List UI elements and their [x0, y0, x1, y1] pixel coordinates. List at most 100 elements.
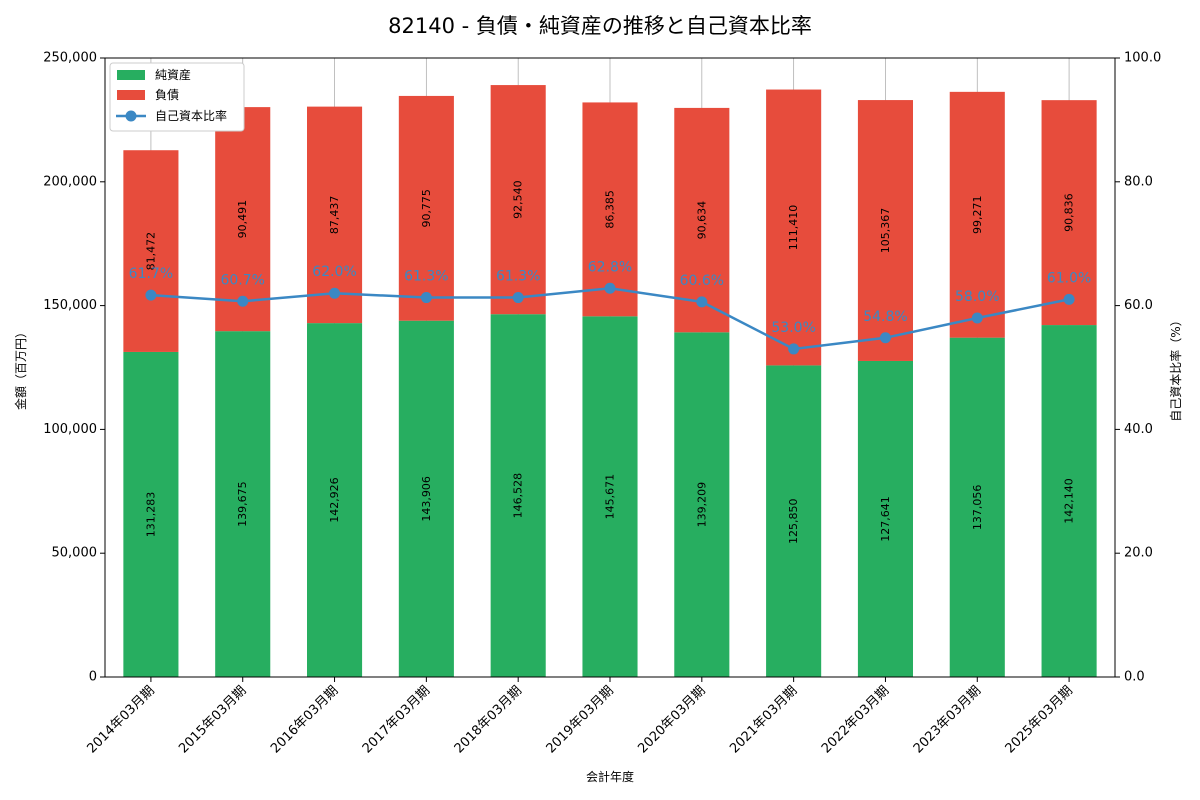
y-tick-label: 150,000 [43, 298, 97, 313]
bar-label-liability: 92,540 [512, 180, 525, 219]
bar-label-liability: 81,472 [144, 232, 157, 271]
ratio-point [512, 292, 524, 304]
bar-liability [766, 89, 822, 366]
bar-equity [490, 314, 546, 677]
bar-label-equity: 127,641 [879, 496, 892, 542]
bar-label-liability: 90,775 [420, 189, 433, 228]
ratio-label: 53.0% [771, 320, 815, 336]
bar-liability [582, 102, 638, 317]
bar-label-liability: 90,491 [236, 200, 249, 239]
ratio-label: 61.3% [496, 269, 540, 285]
y2-tick-label: 20.0 [1124, 546, 1153, 561]
bar-liability [949, 91, 1005, 338]
bar-label-equity: 131,283 [144, 492, 157, 538]
ratio-point [788, 343, 800, 355]
bar-liability [674, 107, 730, 333]
y-tick-label: 250,000 [43, 51, 97, 66]
ratio-point [1063, 293, 1075, 305]
x-tick-label: 2025年03月期 [1003, 683, 1076, 756]
legend-label-liability: 負債 [155, 87, 179, 102]
y-tick-label: 200,000 [43, 174, 97, 189]
bar-liability [123, 150, 179, 352]
bar-equity [215, 331, 271, 677]
bar-label-liability: 111,410 [787, 205, 800, 251]
ratio-point [604, 282, 616, 294]
legend-swatch-liability [117, 90, 145, 100]
ratio-point [145, 289, 157, 301]
ratio-label: 61.0% [1047, 270, 1091, 286]
y2-tick-label: 80.0 [1124, 174, 1153, 189]
ratio-label: 60.6% [680, 273, 724, 289]
legend-swatch-ratio-marker [125, 110, 137, 122]
x-tick-label: 2023年03月期 [911, 683, 984, 756]
bar-label-equity: 125,850 [787, 498, 800, 544]
ratio-point [971, 312, 983, 324]
x-tick-label: 2022年03月期 [819, 683, 892, 756]
bar-equity [766, 365, 822, 677]
bar-liability [857, 100, 913, 361]
ratio-label: 58.0% [955, 289, 999, 305]
ratio-point [420, 292, 432, 304]
ratio-label: 61.7% [129, 266, 173, 282]
ratio-label: 61.3% [404, 269, 448, 285]
bar-label-liability: 99,271 [971, 196, 984, 235]
bar-label-liability: 86,385 [604, 190, 617, 229]
y2-tick-label: 0.0 [1124, 670, 1145, 685]
bar-label-equity: 142,926 [328, 477, 341, 523]
bar-liability [398, 95, 454, 321]
ratio-label: 62.0% [312, 264, 356, 280]
ratio-line: 61.7% 60.7% 62.0% 61.3% 61.3% 62.8% 60.6% 53.0%… [129, 259, 1091, 355]
legend-swatch-equity [117, 70, 145, 80]
bar-label-equity: 145,671 [604, 474, 617, 520]
bar-equity [674, 332, 730, 677]
bar-label-liability: 90,836 [1063, 193, 1076, 232]
bars [123, 85, 1097, 677]
bar-label-equity: 139,209 [695, 482, 708, 528]
bar-label-equity: 146,528 [512, 473, 525, 519]
bar-label-liability: 105,367 [879, 208, 892, 254]
y2-tick-label: 60.0 [1124, 298, 1153, 313]
bar-label-equity: 143,906 [420, 476, 433, 522]
x-tick-label: 2021年03月期 [727, 683, 800, 756]
x-tick-label: 2020年03月期 [635, 683, 708, 756]
y-tick-label: 0 [89, 670, 97, 685]
chart-title: 82140 - 負債・純資産の推移と自己資本比率 [388, 14, 812, 38]
bar-equity [949, 337, 1005, 677]
ratio-label: 60.7% [220, 272, 264, 288]
bar-equity [123, 351, 179, 677]
x-tick-label: 2016年03月期 [268, 683, 341, 756]
y-tick-label: 100,000 [43, 422, 97, 437]
y2-axis-label: 自己資本比率（%） [1168, 314, 1183, 421]
y2-tick-label: 100.0 [1124, 51, 1161, 66]
y2-tick-label: 40.0 [1124, 422, 1153, 437]
bar-equity [398, 320, 454, 677]
x-tick-label: 2014年03月期 [84, 683, 157, 756]
bar-label-liability: 87,437 [328, 196, 341, 235]
legend-label-equity: 純資産 [155, 67, 191, 82]
bar-labels: 131,283 81,472 139,675 90,491 142,926 87,437 1… [144, 180, 1075, 544]
x-tick-label: 2017年03月期 [360, 683, 433, 756]
bar-label-equity: 142,140 [1063, 478, 1076, 523]
bar-liability [307, 106, 363, 324]
bar-label-equity: 137,056 [971, 485, 984, 531]
ratio-point [879, 332, 891, 344]
bar-label-liability: 90,634 [695, 201, 708, 240]
x-axis-label: 会計年度 [586, 769, 634, 784]
y-tick-label: 50,000 [52, 546, 98, 561]
bar-liability [490, 85, 546, 315]
ratio-point [237, 295, 249, 307]
x-tick-label: 2018年03月期 [452, 683, 525, 756]
legend-label-ratio: 自己資本比率 [155, 108, 227, 123]
bar-equity [1041, 325, 1097, 677]
bar-label-equity: 139,675 [236, 481, 249, 527]
x-tick-label: 2019年03月期 [544, 683, 617, 756]
bar-equity [857, 360, 913, 677]
x-tick-label: 2015年03月期 [176, 683, 249, 756]
bar-liability [1041, 100, 1097, 326]
ratio-label: 62.8% [588, 259, 632, 275]
ratio-point [329, 287, 341, 299]
ratio-label: 54.8% [863, 309, 907, 325]
ratio-point [696, 296, 708, 308]
